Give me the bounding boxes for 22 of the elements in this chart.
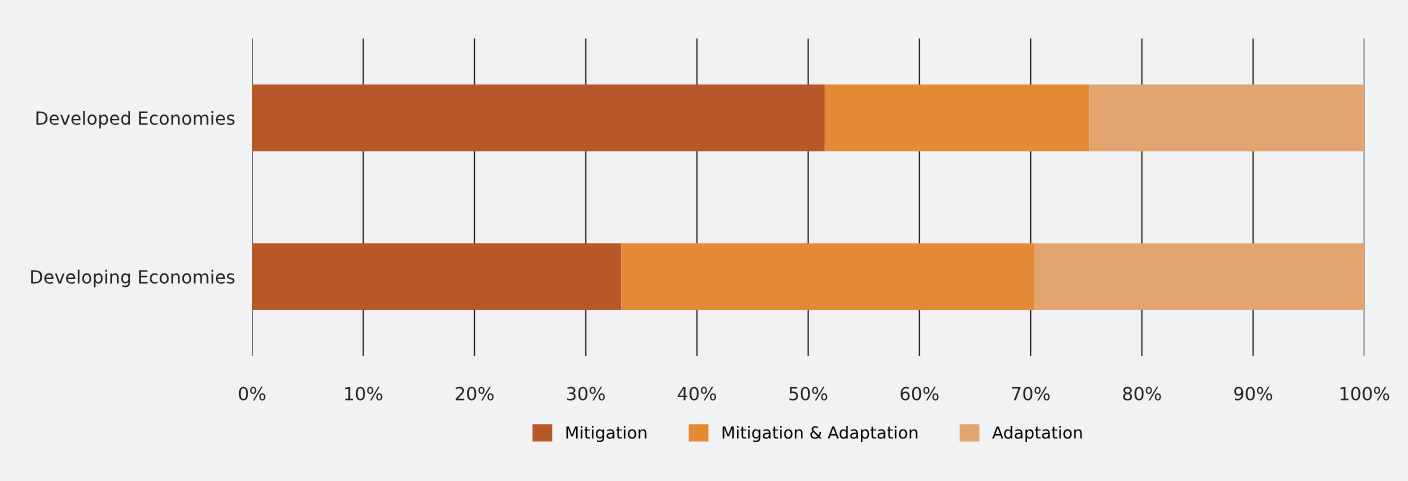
y-tick-label: Developing Economies — [31, 269, 235, 288]
x-tick-label: 60% — [900, 386, 939, 401]
x-tick-label: 90% — [1234, 386, 1273, 401]
x-tick-label: 10% — [345, 386, 383, 401]
x-tick-label: 20% — [455, 386, 494, 401]
legend-label: Adaptation — [992, 425, 1082, 443]
legend-label: Mitigation — [566, 425, 647, 443]
bar — [252, 243, 622, 310]
bar — [252, 84, 825, 152]
bar — [1089, 84, 1365, 152]
x-tick-label: 70% — [1012, 386, 1050, 401]
y-tick-label: Developed Economies — [36, 110, 235, 129]
x-tick-label: 100% — [1340, 386, 1390, 401]
x-tick-label: 30% — [567, 386, 605, 401]
bar — [1033, 243, 1365, 310]
x-tick-label: 50% — [789, 386, 828, 401]
bar — [621, 243, 1034, 310]
x-tick-label: 80% — [1123, 386, 1161, 401]
x-tick-label: 0% — [238, 386, 266, 401]
x-tick-label: 40% — [677, 386, 717, 401]
bar — [824, 84, 1090, 152]
legend-label: Mitigation & Adaptation — [722, 425, 918, 443]
